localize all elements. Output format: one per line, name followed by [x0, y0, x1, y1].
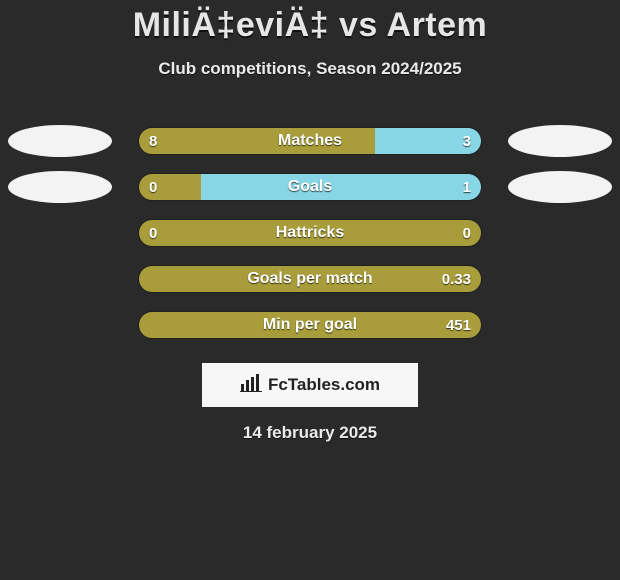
- player-badge-right: [508, 171, 612, 203]
- stat-bar: Matches83: [138, 127, 482, 155]
- stat-row: Min per goal451: [0, 309, 620, 341]
- stat-bar-left-segment: [139, 174, 201, 200]
- stat-bar: Min per goal451: [138, 311, 482, 339]
- stat-row: Matches83: [0, 125, 620, 157]
- stat-bar-left-segment: [139, 312, 481, 338]
- stat-bar-right-segment: [201, 174, 481, 200]
- stat-bar: Goals per match0.33: [138, 265, 482, 293]
- stat-bar: Hattricks00: [138, 219, 482, 247]
- stat-bar-left-segment: [139, 266, 481, 292]
- player-badge-right: [508, 125, 612, 157]
- stat-bar-left-segment: [139, 220, 481, 246]
- page-title: MiliÄ‡eviÄ‡ vs Artem: [0, 6, 620, 45]
- player-badge-left: [8, 171, 112, 203]
- stat-bar-left-segment: [139, 128, 375, 154]
- stat-row: Goals01: [0, 171, 620, 203]
- stat-bar-right-segment: [375, 128, 481, 154]
- barchart-icon: [240, 374, 262, 397]
- snapshot-date: 14 february 2025: [0, 423, 620, 443]
- source-logo-text: FcTables.com: [268, 375, 380, 395]
- page-subtitle: Club competitions, Season 2024/2025: [0, 59, 620, 79]
- stat-bar: Goals01: [138, 173, 482, 201]
- stat-row: Hattricks00: [0, 217, 620, 249]
- source-logo: FcTables.com: [202, 363, 418, 407]
- stat-row: Goals per match0.33: [0, 263, 620, 295]
- player-badge-left: [8, 125, 112, 157]
